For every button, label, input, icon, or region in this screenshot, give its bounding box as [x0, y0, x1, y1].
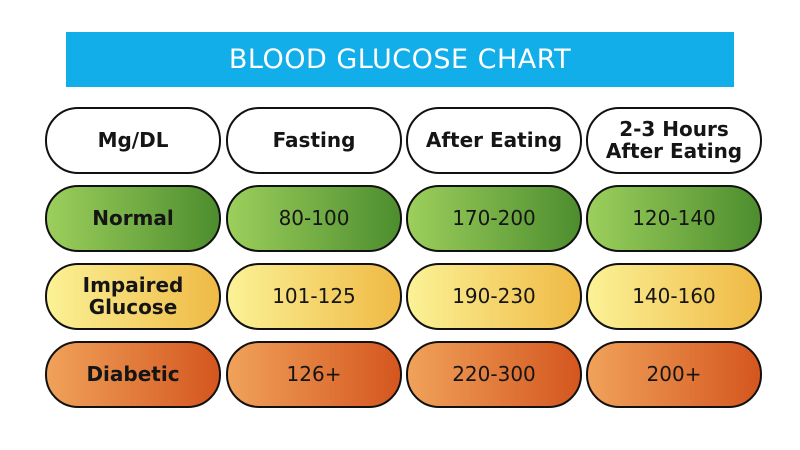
column-header-text: 2-3 Hours After Eating — [605, 116, 743, 163]
table-cell-text: 120-140 — [632, 205, 716, 230]
table-cell-text: 101-125 — [272, 283, 356, 308]
table-cell: 101-125 — [226, 263, 402, 330]
table-cell-text: 126+ — [286, 361, 342, 386]
row-label-text: Normal — [92, 205, 174, 230]
table-cell: 140-160 — [586, 263, 762, 330]
column-header-text: Mg/DL — [97, 127, 169, 152]
table-cell-text: 220-300 — [452, 361, 536, 386]
column-header-text: Fasting — [272, 127, 356, 152]
row-label: Normal — [45, 185, 221, 252]
column-header: 2-3 Hours After Eating — [586, 107, 762, 174]
column-header: Mg/DL — [45, 107, 221, 174]
table-cell: 80-100 — [226, 185, 402, 252]
table-cell: 126+ — [226, 341, 402, 408]
column-header: After Eating — [406, 107, 582, 174]
column-header-text: After Eating — [425, 127, 563, 152]
table-cell: 120-140 — [586, 185, 762, 252]
row-label-text: Diabetic — [86, 361, 180, 386]
table-cell-text: 190-230 — [452, 283, 536, 308]
table-cell-text: 200+ — [646, 361, 702, 386]
table-cell-text: 170-200 — [452, 205, 536, 230]
column-header: Fasting — [226, 107, 402, 174]
table-cell-text: 80-100 — [278, 205, 350, 230]
table-cell: 190-230 — [406, 263, 582, 330]
table-cell: 220-300 — [406, 341, 582, 408]
table-cell: 170-200 — [406, 185, 582, 252]
chart-title: BLOOD GLUCOSE CHART — [66, 32, 734, 87]
table-cell: 200+ — [586, 341, 762, 408]
row-label: Impaired Glucose — [45, 263, 221, 330]
row-label-text: Impaired Glucose — [82, 272, 184, 319]
table-cell-text: 140-160 — [632, 283, 716, 308]
row-label: Diabetic — [45, 341, 221, 408]
